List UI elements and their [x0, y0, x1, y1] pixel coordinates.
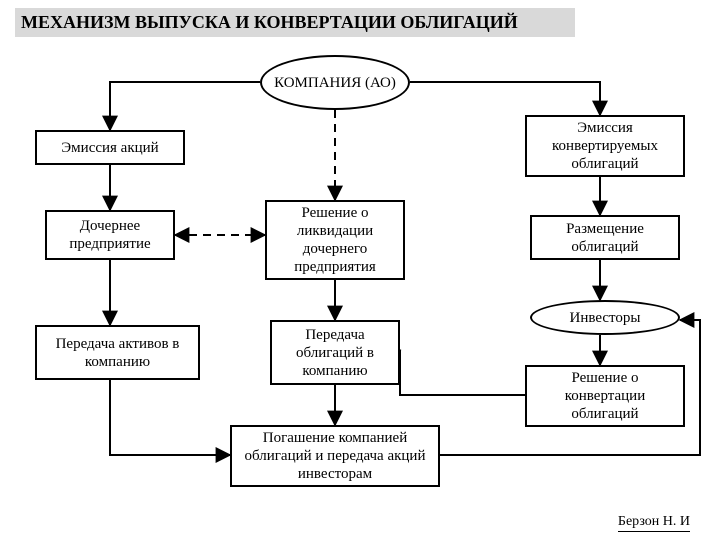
node-placeBonds: Размещение облигаций	[530, 215, 680, 260]
credit-text: Берзон Н. И	[618, 514, 690, 532]
node-convert: Решение о конвертации облигаций	[525, 365, 685, 427]
diagram-title: МЕХАНИЗМ ВЫПУСКА И КОНВЕРТАЦИИ ОБЛИГАЦИЙ	[15, 8, 575, 37]
edge-11	[400, 350, 525, 395]
node-liquidate: Решение о ликвидации дочернего предприят…	[265, 200, 405, 280]
node-transferB: Передача облигаций в компанию	[270, 320, 400, 385]
node-subsidiary: Дочернее предприятие	[45, 210, 175, 260]
edge-13	[110, 380, 230, 455]
node-emitShares: Эмиссия акций	[35, 130, 185, 165]
node-redeem: Погашение компанией облигаций и передача…	[230, 425, 440, 487]
edge-0	[110, 82, 260, 130]
node-emitBonds: Эмиссия конвертируемых облигаций	[525, 115, 685, 177]
diagram-canvas: МЕХАНИЗМ ВЫПУСКА И КОНВЕРТАЦИИ ОБЛИГАЦИЙ…	[0, 0, 720, 540]
node-transferA: Передача активов в компанию	[35, 325, 200, 380]
edge-1	[410, 82, 600, 115]
node-investors: Инвесторы	[530, 300, 680, 335]
node-company: КОМПАНИЯ (АО)	[260, 55, 410, 110]
